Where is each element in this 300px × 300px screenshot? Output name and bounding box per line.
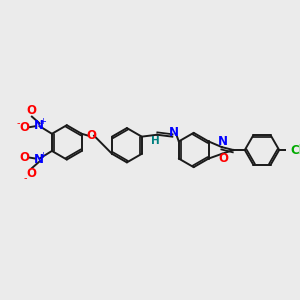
Text: O: O: [26, 104, 36, 117]
Text: O: O: [19, 151, 29, 164]
Text: O: O: [19, 121, 29, 134]
Text: N: N: [169, 126, 179, 139]
Text: Cl: Cl: [290, 143, 300, 157]
Text: N: N: [34, 119, 44, 132]
Text: -: -: [23, 173, 27, 183]
Text: H: H: [151, 136, 160, 146]
Text: -: -: [17, 118, 20, 128]
Text: N: N: [34, 153, 44, 166]
Text: +: +: [39, 151, 46, 160]
Text: O: O: [86, 129, 96, 142]
Text: +: +: [39, 117, 46, 126]
Text: N: N: [218, 135, 228, 148]
Text: O: O: [219, 152, 229, 165]
Text: O: O: [26, 167, 36, 180]
